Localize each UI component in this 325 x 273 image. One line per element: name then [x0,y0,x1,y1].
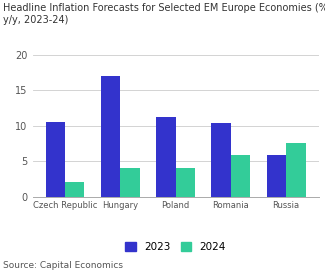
Text: Source: Capital Economics: Source: Capital Economics [3,261,123,270]
Bar [101,76,120,197]
Bar [286,143,306,197]
Bar [120,168,139,197]
Legend: 2023, 2024: 2023, 2024 [125,242,226,252]
Bar [231,155,250,197]
Bar [176,168,195,197]
Bar [212,123,231,197]
Bar [156,117,176,197]
Text: Headline Inflation Forecasts for Selected EM Europe Economies (%
y/y, 2023-24): Headline Inflation Forecasts for Selecte… [3,3,325,25]
Bar [46,122,65,197]
Bar [65,182,84,197]
Bar [267,155,286,197]
